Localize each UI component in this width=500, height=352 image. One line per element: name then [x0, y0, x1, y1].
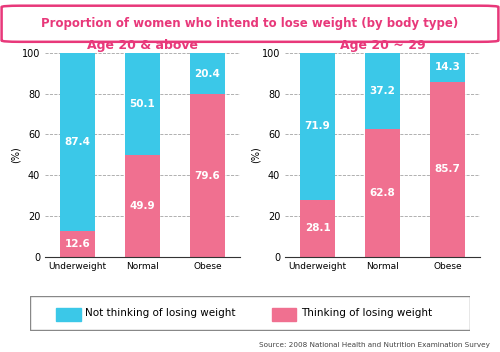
Y-axis label: (%): (%) [10, 146, 20, 163]
Text: 62.8: 62.8 [370, 188, 396, 198]
Text: 20.4: 20.4 [194, 69, 220, 78]
Bar [124, 53, 160, 155]
Bar [364, 53, 400, 129]
Text: Thinking of losing weight: Thinking of losing weight [300, 308, 432, 318]
Text: 71.9: 71.9 [304, 121, 330, 131]
Text: 50.1: 50.1 [130, 99, 156, 109]
Text: 85.7: 85.7 [434, 164, 460, 175]
Text: 79.6: 79.6 [194, 171, 220, 181]
Text: (523): (523) [63, 302, 92, 312]
Bar [300, 200, 336, 257]
Text: (59): (59) [436, 302, 459, 312]
Text: (88): (88) [306, 302, 329, 312]
Bar [60, 53, 96, 231]
Text: 28.1: 28.1 [304, 223, 330, 233]
Text: 37.2: 37.2 [370, 86, 396, 96]
Text: Source: 2008 National Health and Nutrition Examination Survey: Source: 2008 National Health and Nutriti… [259, 342, 490, 348]
Text: (1,811): (1,811) [188, 302, 228, 312]
Text: Not thinking of losing weight: Not thinking of losing weight [85, 308, 235, 318]
Bar [60, 231, 96, 257]
Text: Proportion of women who intend to lose weight (by body type): Proportion of women who intend to lose w… [42, 17, 459, 30]
Title: Age 20 & above: Age 20 & above [87, 39, 198, 52]
Text: 14.3: 14.3 [434, 62, 460, 73]
Bar [124, 155, 160, 257]
Y-axis label: (%): (%) [250, 146, 260, 163]
Title: Age 20 ~ 29: Age 20 ~ 29 [340, 39, 426, 52]
Bar [272, 308, 296, 321]
Bar [364, 129, 400, 257]
FancyBboxPatch shape [30, 296, 470, 330]
Text: 87.4: 87.4 [64, 137, 90, 147]
Bar [56, 308, 80, 321]
Bar [430, 53, 466, 82]
Bar [190, 94, 226, 257]
Text: (4,529): (4,529) [122, 302, 162, 312]
Bar [430, 82, 466, 257]
Text: (392): (392) [368, 302, 397, 312]
Text: 49.9: 49.9 [130, 201, 156, 211]
Text: 12.6: 12.6 [64, 239, 90, 249]
Bar [300, 53, 336, 200]
FancyBboxPatch shape [2, 6, 498, 42]
Bar [190, 53, 226, 94]
